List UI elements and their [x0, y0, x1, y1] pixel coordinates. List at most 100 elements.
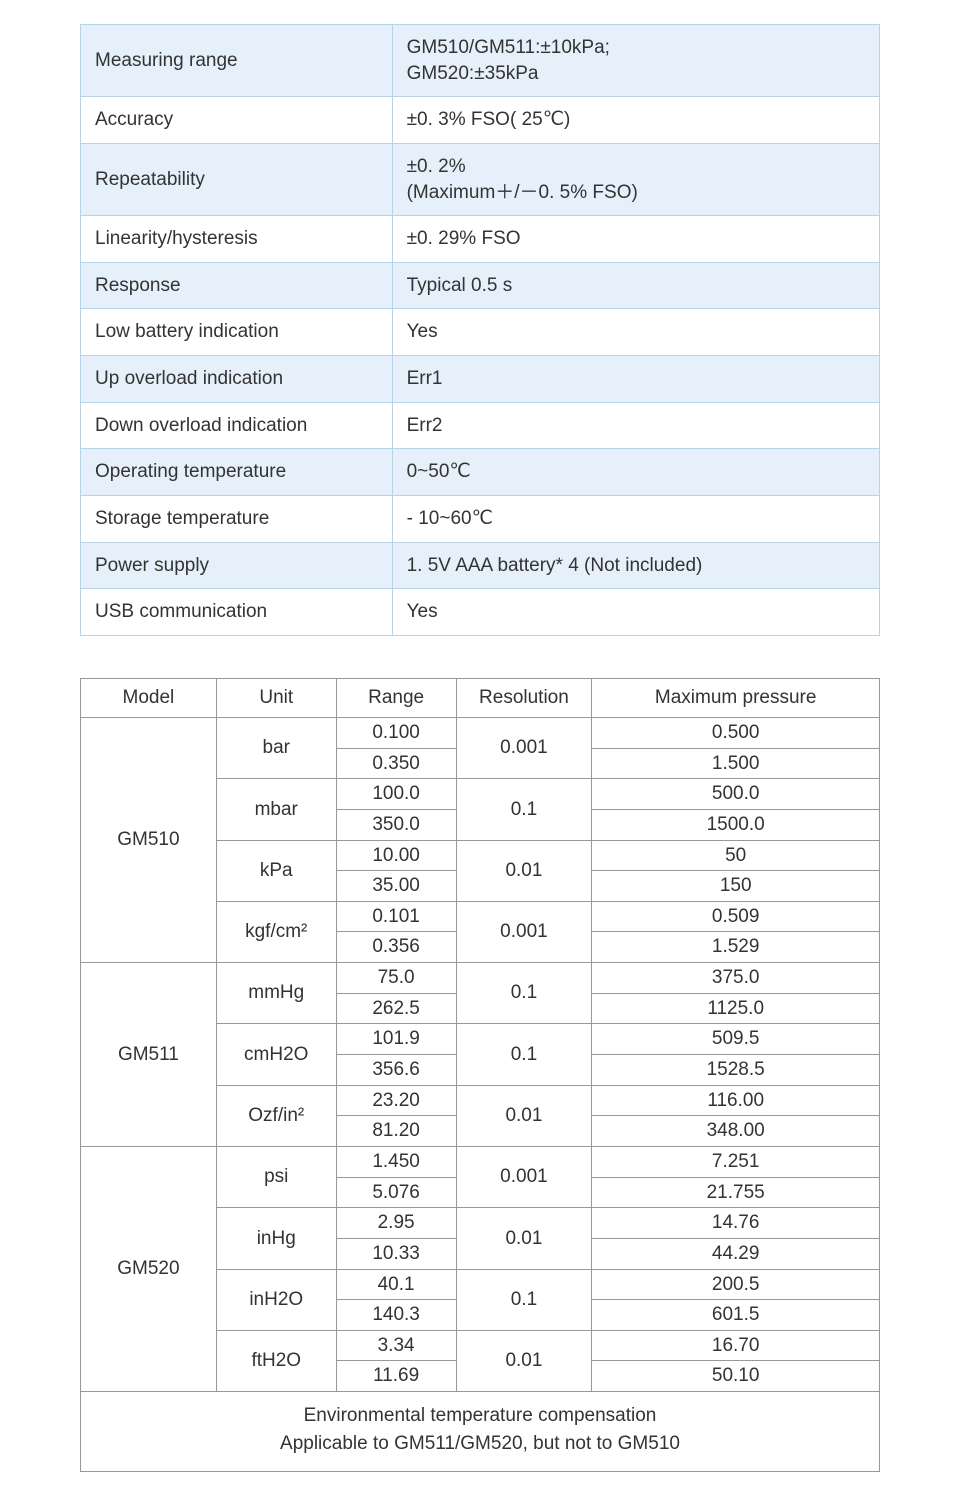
range-cell: 140.3 [336, 1300, 456, 1331]
range-cell: 5.076 [336, 1177, 456, 1208]
specs-label: Up overload indication [81, 356, 393, 403]
max-pressure-cell: 150 [592, 871, 880, 902]
unit-cell: mmHg [216, 963, 336, 1024]
unit-cell: cmH2O [216, 1024, 336, 1085]
range-cell: 262.5 [336, 993, 456, 1024]
unit-cell: Ozf/in² [216, 1085, 336, 1146]
max-pressure-cell: 348.00 [592, 1116, 880, 1147]
units-header-row: Model Unit Range Resolution Maximum pres… [81, 678, 880, 717]
range-cell: 35.00 [336, 871, 456, 902]
max-pressure-cell: 200.5 [592, 1269, 880, 1300]
units-row: GM510bar0.1000.0010.500 [81, 717, 880, 748]
specs-row: Up overload indicationErr1 [81, 356, 880, 403]
specs-label: Operating temperature [81, 449, 393, 496]
specs-row: Storage temperature- 10~60℃ [81, 496, 880, 543]
specs-row: Operating temperature0~50℃ [81, 449, 880, 496]
range-cell: 23.20 [336, 1085, 456, 1116]
model-cell: GM511 [81, 963, 217, 1147]
range-cell: 75.0 [336, 963, 456, 994]
specs-label: Linearity/hysteresis [81, 216, 393, 263]
specs-row: USB communicationYes [81, 589, 880, 636]
specs-table: Measuring rangeGM510/GM511:±10kPa;GM520:… [80, 24, 880, 636]
max-pressure-cell: 375.0 [592, 963, 880, 994]
resolution-cell: 0.01 [456, 1085, 592, 1146]
specs-label: Low battery indication [81, 309, 393, 356]
specs-row: Repeatability±0. 2%(Maximum＋/－0. 5% FSO) [81, 143, 880, 215]
specs-value: ±0. 29% FSO [392, 216, 879, 263]
max-pressure-cell: 14.76 [592, 1208, 880, 1239]
specs-row: Power supply1. 5V AAA battery* 4 (Not in… [81, 542, 880, 589]
units-row: GM520psi1.4500.0017.251 [81, 1146, 880, 1177]
max-pressure-cell: 1.500 [592, 748, 880, 779]
specs-value: 1. 5V AAA battery* 4 (Not included) [392, 542, 879, 589]
range-cell: 2.95 [336, 1208, 456, 1239]
units-table: Model Unit Range Resolution Maximum pres… [80, 678, 880, 1472]
range-cell: 0.356 [336, 932, 456, 963]
header-range: Range [336, 678, 456, 717]
max-pressure-cell: 0.500 [592, 717, 880, 748]
header-unit: Unit [216, 678, 336, 717]
range-cell: 81.20 [336, 1116, 456, 1147]
specs-value: ±0. 3% FSO( 25℃) [392, 97, 879, 144]
range-cell: 101.9 [336, 1024, 456, 1055]
max-pressure-cell: 509.5 [592, 1024, 880, 1055]
specs-label: Down overload indication [81, 402, 393, 449]
footer-line2: Applicable to GM511/GM520, but not to GM… [280, 1433, 680, 1454]
resolution-cell: 0.01 [456, 1208, 592, 1269]
specs-value: ±0. 2%(Maximum＋/－0. 5% FSO) [392, 143, 879, 215]
resolution-cell: 0.01 [456, 840, 592, 901]
specs-row: Low battery indicationYes [81, 309, 880, 356]
max-pressure-cell: 44.29 [592, 1238, 880, 1269]
footer-line1: Environmental temperature compensation [304, 1405, 657, 1426]
specs-label: USB communication [81, 589, 393, 636]
max-pressure-cell: 500.0 [592, 779, 880, 810]
specs-row: Down overload indicationErr2 [81, 402, 880, 449]
resolution-cell: 0.001 [456, 901, 592, 962]
resolution-cell: 0.01 [456, 1330, 592, 1391]
resolution-cell: 0.001 [456, 1146, 592, 1207]
range-cell: 0.350 [336, 748, 456, 779]
specs-label: Storage temperature [81, 496, 393, 543]
header-model: Model [81, 678, 217, 717]
model-cell: GM510 [81, 717, 217, 962]
unit-cell: kPa [216, 840, 336, 901]
range-cell: 100.0 [336, 779, 456, 810]
page: Measuring rangeGM510/GM511:±10kPa;GM520:… [0, 0, 960, 1512]
header-resolution: Resolution [456, 678, 592, 717]
range-cell: 11.69 [336, 1361, 456, 1392]
range-cell: 10.33 [336, 1238, 456, 1269]
specs-label: Power supply [81, 542, 393, 589]
unit-cell: psi [216, 1146, 336, 1207]
specs-value: 0~50℃ [392, 449, 879, 496]
max-pressure-cell: 601.5 [592, 1300, 880, 1331]
specs-value: GM510/GM511:±10kPa;GM520:±35kPa [392, 25, 879, 97]
specs-value: Yes [392, 589, 879, 636]
specs-label: Repeatability [81, 143, 393, 215]
range-cell: 10.00 [336, 840, 456, 871]
resolution-cell: 0.1 [456, 1269, 592, 1330]
specs-label: Accuracy [81, 97, 393, 144]
model-cell: GM520 [81, 1146, 217, 1391]
max-pressure-cell: 116.00 [592, 1085, 880, 1116]
header-max: Maximum pressure [592, 678, 880, 717]
range-cell: 0.101 [336, 901, 456, 932]
max-pressure-cell: 50.10 [592, 1361, 880, 1392]
specs-row: ResponseTypical 0.5 s [81, 262, 880, 309]
units-footer-cell: Environmental temperature compensation A… [81, 1392, 880, 1472]
resolution-cell: 0.1 [456, 1024, 592, 1085]
specs-value: Yes [392, 309, 879, 356]
max-pressure-cell: 1500.0 [592, 809, 880, 840]
unit-cell: ftH2O [216, 1330, 336, 1391]
resolution-cell: 0.1 [456, 779, 592, 840]
range-cell: 350.0 [336, 809, 456, 840]
range-cell: 40.1 [336, 1269, 456, 1300]
units-row: GM511mmHg75.00.1375.0 [81, 963, 880, 994]
max-pressure-cell: 50 [592, 840, 880, 871]
specs-value: Typical 0.5 s [392, 262, 879, 309]
unit-cell: bar [216, 717, 336, 778]
max-pressure-cell: 21.755 [592, 1177, 880, 1208]
range-cell: 3.34 [336, 1330, 456, 1361]
specs-row: Linearity/hysteresis±0. 29% FSO [81, 216, 880, 263]
unit-cell: mbar [216, 779, 336, 840]
specs-label: Response [81, 262, 393, 309]
